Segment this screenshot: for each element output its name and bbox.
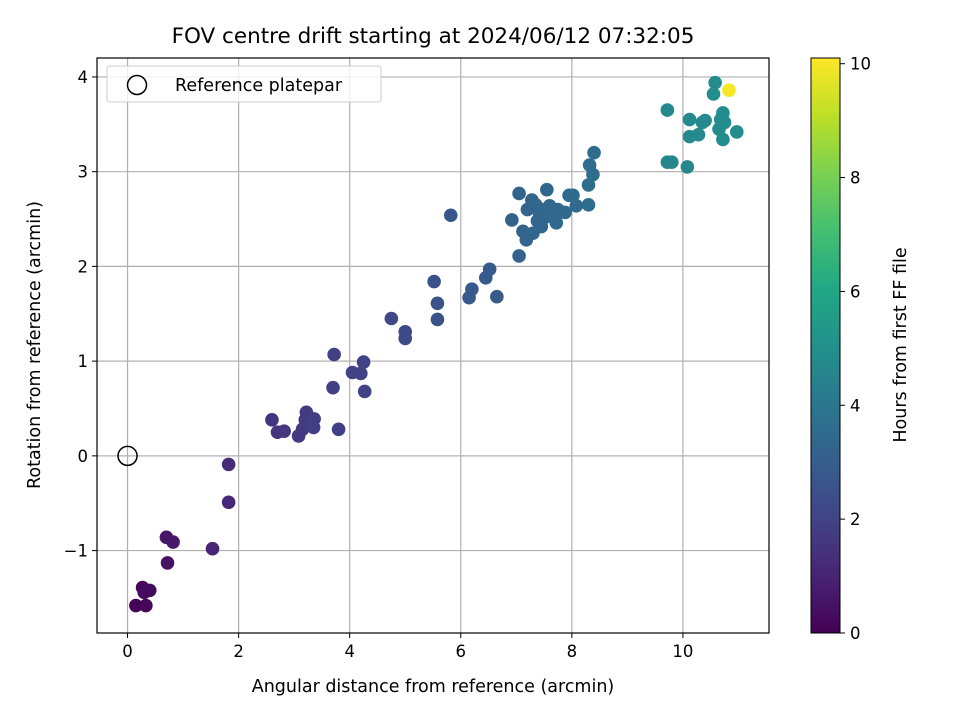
x-tick-label: 10 bbox=[672, 642, 693, 661]
data-point bbox=[706, 87, 721, 101]
data-point bbox=[680, 160, 695, 174]
legend-box bbox=[106, 65, 382, 103]
data-point bbox=[691, 127, 706, 142]
y-tick-label: 2 bbox=[78, 257, 89, 276]
colorbar-gradient bbox=[810, 57, 841, 634]
data-point bbox=[205, 541, 220, 556]
data-point bbox=[327, 347, 341, 362]
data-point bbox=[569, 198, 584, 213]
data-point bbox=[398, 331, 413, 346]
data-point bbox=[708, 75, 722, 90]
data-point bbox=[716, 132, 730, 147]
legend: Reference platepar bbox=[106, 65, 382, 103]
colorbar-tick-label: 0 bbox=[850, 624, 861, 643]
plot-frame bbox=[96, 57, 770, 634]
data-point bbox=[549, 216, 564, 230]
data-point bbox=[586, 167, 600, 182]
y-tick-label: 3 bbox=[78, 163, 89, 182]
colorbar-label: Hours from first FF file bbox=[891, 247, 911, 442]
data-point bbox=[717, 115, 732, 130]
legend-reference-marker-icon bbox=[126, 74, 148, 96]
data-point bbox=[306, 420, 321, 435]
data-point bbox=[221, 457, 236, 472]
data-point bbox=[356, 355, 371, 369]
data-point bbox=[166, 535, 180, 549]
data-point bbox=[427, 274, 441, 289]
data-point bbox=[443, 208, 458, 223]
data-point bbox=[465, 282, 479, 296]
legend-entry-label: Reference platepar bbox=[175, 76, 343, 96]
data-point bbox=[581, 178, 596, 192]
data-point bbox=[160, 556, 175, 570]
colorbar-tick-label: 2 bbox=[850, 510, 861, 529]
data-points bbox=[129, 75, 744, 613]
data-point bbox=[326, 380, 340, 395]
grid-lines bbox=[97, 58, 769, 633]
data-point bbox=[357, 384, 372, 399]
data-point bbox=[265, 413, 279, 427]
y-tick-label: 4 bbox=[78, 68, 89, 87]
y-tick-label: 0 bbox=[78, 447, 89, 466]
data-point bbox=[277, 424, 291, 439]
data-point bbox=[665, 155, 679, 170]
data-point bbox=[682, 112, 697, 127]
x-tick-label: 2 bbox=[233, 642, 244, 661]
x-tick-label: 6 bbox=[456, 642, 467, 661]
data-point bbox=[660, 103, 675, 117]
data-point bbox=[698, 113, 712, 128]
data-point bbox=[430, 312, 445, 327]
data-point bbox=[137, 585, 152, 600]
data-point bbox=[139, 598, 153, 613]
data-point bbox=[512, 186, 526, 201]
data-point bbox=[512, 249, 526, 263]
data-point bbox=[354, 366, 368, 381]
data-point bbox=[587, 145, 601, 160]
colorbar-ticks: 0 2 4 6 8 10 bbox=[840, 55, 871, 643]
colorbar-tick-label: 6 bbox=[850, 282, 861, 301]
data-point bbox=[490, 289, 504, 304]
data-point bbox=[430, 296, 445, 311]
data-point bbox=[566, 188, 580, 203]
data-point bbox=[482, 262, 497, 277]
y-tick-label: 1 bbox=[78, 352, 89, 371]
x-tick-label: 8 bbox=[567, 642, 578, 661]
x-tick-label: 0 bbox=[122, 642, 133, 661]
data-point bbox=[384, 311, 399, 326]
x-axis-label: Angular distance from reference (arcmin) bbox=[252, 677, 615, 697]
y-axis-label: Rotation from reference (arcmin) bbox=[25, 201, 45, 489]
data-point bbox=[129, 598, 143, 613]
data-point bbox=[505, 213, 519, 227]
x-tick-label: 4 bbox=[344, 642, 355, 661]
data-point bbox=[331, 422, 346, 437]
colorbar-tick-label: 10 bbox=[850, 55, 871, 74]
data-point bbox=[540, 182, 554, 197]
data-point bbox=[221, 495, 236, 510]
colorbar-tick-label: 4 bbox=[850, 396, 861, 415]
colorbar: 0 2 4 6 8 10 Hours from first FF file bbox=[810, 55, 911, 643]
reference-point-marker bbox=[117, 445, 138, 467]
data-point bbox=[581, 198, 596, 212]
reference-marker bbox=[117, 445, 138, 467]
data-point bbox=[729, 125, 744, 139]
data-point bbox=[558, 205, 572, 220]
y-axis-ticks: −1 0 1 2 3 4 bbox=[64, 68, 97, 561]
colorbar-tick-label: 8 bbox=[850, 169, 861, 188]
data-point bbox=[722, 83, 736, 98]
chart-title: FOV centre drift starting at 2024/06/12 … bbox=[172, 24, 695, 49]
x-axis-ticks: 0 2 4 6 8 10 bbox=[122, 633, 693, 661]
y-tick-label: −1 bbox=[64, 542, 88, 561]
